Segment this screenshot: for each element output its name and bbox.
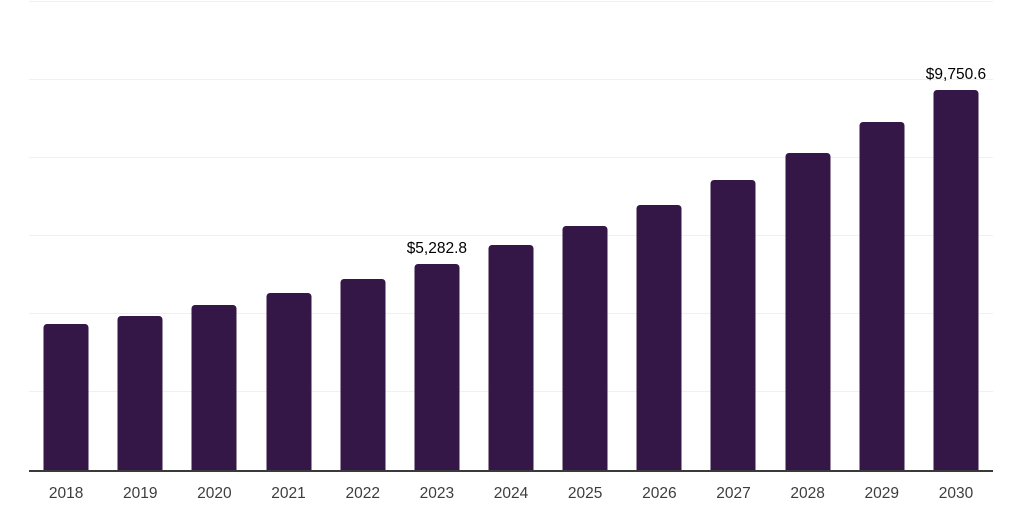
gridline-6000 bbox=[29, 235, 993, 236]
x-tick-label-2026: 2026 bbox=[642, 485, 677, 502]
bar-2020 bbox=[191, 305, 237, 470]
x-tick-label-2020: 2020 bbox=[197, 485, 232, 502]
bar-2027 bbox=[710, 180, 756, 470]
x-tick-label-2019: 2019 bbox=[122, 485, 158, 502]
bar-2029 bbox=[859, 122, 905, 470]
x-axis-line bbox=[29, 470, 993, 472]
x-tick-label-2029: 2029 bbox=[864, 485, 900, 502]
x-tick-label-2018: 2018 bbox=[48, 485, 84, 502]
bar-slot-2021 bbox=[251, 2, 325, 470]
x-tick-label-2025: 2025 bbox=[567, 485, 603, 502]
bar-2023 bbox=[414, 263, 460, 470]
value-label-2023: $5,282.8 bbox=[406, 240, 468, 258]
bar-slot-2019 bbox=[103, 2, 177, 470]
gridline-8000 bbox=[29, 157, 993, 158]
gridline-12000 bbox=[29, 1, 993, 2]
bar-2019 bbox=[117, 315, 163, 470]
bar-slot-2026 bbox=[622, 2, 696, 470]
bar-slot-2023: $5,282.8 bbox=[400, 2, 474, 470]
x-tick-label-2023: 2023 bbox=[419, 485, 455, 502]
bar-slot-2018 bbox=[29, 2, 103, 470]
bar-2025 bbox=[562, 226, 608, 470]
bar-2024 bbox=[488, 245, 534, 470]
bar-slot-2029 bbox=[845, 2, 919, 470]
bar-slot-2025 bbox=[548, 2, 622, 470]
bar-slot-2027 bbox=[696, 2, 770, 470]
gridline-10000 bbox=[29, 79, 993, 80]
bar-slot-2028 bbox=[771, 2, 845, 470]
bar-2021 bbox=[266, 292, 312, 470]
x-tick-label-2021: 2021 bbox=[271, 485, 306, 502]
x-tick-label-2028: 2028 bbox=[790, 485, 825, 502]
x-tick-label-2030: 2030 bbox=[938, 485, 974, 502]
plot-area: $5,282.8 $9,750.6 bbox=[29, 1, 993, 472]
bar-slot-2022 bbox=[326, 2, 400, 470]
x-tick-label-2024: 2024 bbox=[493, 485, 529, 502]
value-label-2030: $9,750.6 bbox=[925, 66, 987, 84]
bar-slot-2024 bbox=[474, 2, 548, 470]
bar-2028 bbox=[785, 153, 831, 470]
bar-2022 bbox=[340, 278, 386, 470]
bar-slot-2020 bbox=[177, 2, 251, 470]
x-tick-label-2027: 2027 bbox=[716, 485, 751, 502]
bar-2030 bbox=[933, 89, 979, 470]
bar-slot-2030: $9,750.6 bbox=[919, 2, 993, 470]
x-axis-labels: 2018 2019 2020 2021 2022 2023 2024 2025 2026 2027… bbox=[29, 485, 993, 504]
bars-container: $5,282.8 $9,750.6 bbox=[29, 2, 993, 470]
bar-2026 bbox=[636, 204, 682, 470]
bar-2018 bbox=[43, 324, 89, 470]
x-tick-label-2022: 2022 bbox=[345, 485, 380, 502]
